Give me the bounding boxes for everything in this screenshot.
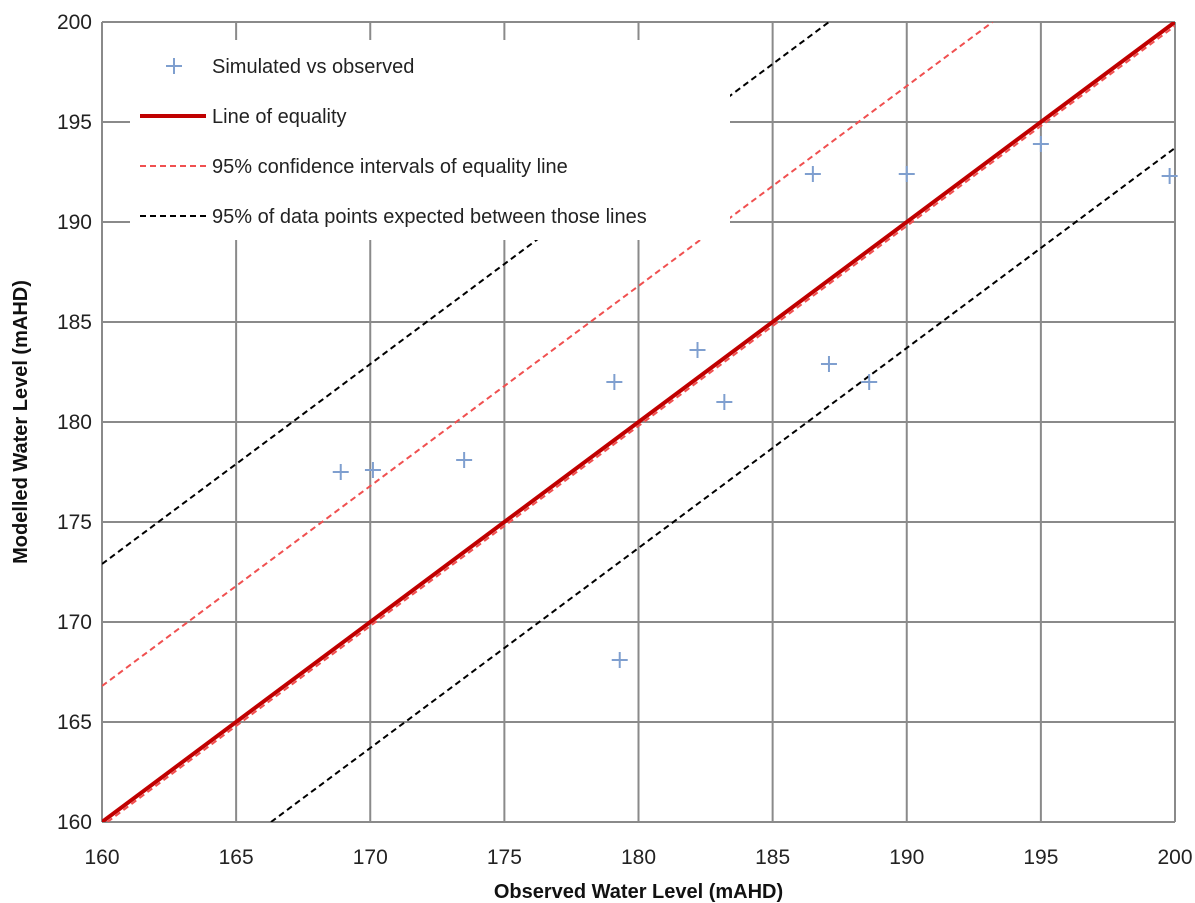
x-tick-label: 165 <box>219 846 254 869</box>
data-point <box>456 452 473 468</box>
data-point <box>1161 168 1178 184</box>
y-tick-label: 170 <box>57 611 92 634</box>
prediction-interval-line <box>270 147 1175 822</box>
data-point <box>898 166 915 182</box>
y-tick-label: 200 <box>57 11 92 34</box>
x-tick-label: 195 <box>1023 846 1058 869</box>
data-point <box>861 374 878 390</box>
legend: Simulated vs observed Line of equality 95%… <box>130 40 730 240</box>
scatter-points <box>332 136 1178 668</box>
y-tick-label: 165 <box>57 711 92 734</box>
y-tick-label: 180 <box>57 411 92 434</box>
data-point <box>611 652 628 668</box>
y-axis-tick-labels: 160 165 170 175 180 185 190 195 200 <box>57 11 92 834</box>
confidence-interval-line <box>102 22 994 687</box>
legend-label: 95% confidence intervals of equality lin… <box>212 156 568 178</box>
x-tick-label: 185 <box>755 846 790 869</box>
y-tick-label: 195 <box>57 111 92 134</box>
y-tick-label: 160 <box>57 811 92 834</box>
x-tick-label: 180 <box>621 846 656 869</box>
x-tick-label: 190 <box>889 846 924 869</box>
legend-label: 95% of data points expected between thos… <box>212 206 647 228</box>
x-tick-label: 170 <box>353 846 388 869</box>
y-tick-label: 175 <box>57 511 92 534</box>
legend-background <box>130 40 730 240</box>
data-point <box>689 342 706 358</box>
x-tick-label: 200 <box>1157 846 1192 869</box>
x-tick-label: 175 <box>487 846 522 869</box>
reference-lines <box>102 22 1175 822</box>
confidence-interval-line <box>106 25 1175 822</box>
x-axis-title: Observed Water Level (mAHD) <box>494 881 783 903</box>
data-point <box>716 394 733 410</box>
data-point <box>804 166 821 182</box>
x-axis-tick-labels: 160 165 170 175 180 185 190 195 200 <box>84 846 1192 869</box>
y-tick-label: 185 <box>57 311 92 334</box>
x-tick-label: 160 <box>84 846 119 869</box>
data-point <box>364 462 381 478</box>
data-point <box>1032 136 1049 152</box>
legend-label: Line of equality <box>212 106 347 128</box>
y-axis-title: Modelled Water Level (mAHD) <box>10 280 32 564</box>
equality-line <box>102 22 1175 822</box>
data-point <box>606 374 623 390</box>
data-point <box>820 356 837 372</box>
legend-label: Simulated vs observed <box>212 56 414 78</box>
data-point <box>332 464 349 480</box>
y-tick-label: 190 <box>57 211 92 234</box>
